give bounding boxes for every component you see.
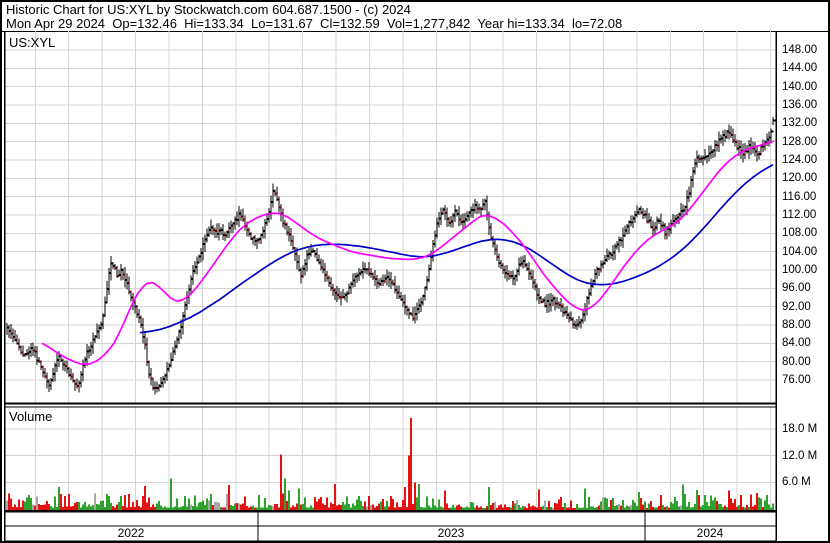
ma-slow-line (139, 163, 774, 334)
gridlines (4, 31, 776, 511)
price-tick-label: 136.00 (782, 98, 818, 111)
year-label-2024: 2024 (696, 526, 724, 540)
candlesticks (6, 117, 776, 395)
price-tick-label: 144.00 (782, 62, 818, 75)
year-label-2022: 2022 (117, 526, 145, 540)
header-quote-line: Mon Apr 29 2024 Op=132.46 Hi=133.34 Lo=1… (6, 16, 623, 31)
volume-tick-label: 12.0 M (782, 449, 818, 462)
price-tick-label: 100.00 (782, 263, 818, 276)
price-tick-label: 76.00 (782, 373, 811, 386)
price-tick-label: 96.00 (782, 282, 811, 295)
price-tick-label: 140.00 (782, 80, 818, 93)
price-tick-label: 92.00 (782, 300, 811, 313)
price-tick-label: 104.00 (782, 245, 818, 258)
volume-tick-label: 6.0 M (782, 476, 811, 489)
price-tick-label: 124.00 (782, 153, 818, 166)
header-title: Historic Chart for US:XYL by Stockwatch.… (6, 2, 411, 17)
price-tick-label: 80.00 (782, 355, 811, 368)
price-tick-label: 84.00 (782, 337, 811, 350)
price-tick-label: 116.00 (782, 190, 817, 203)
volume-bars (6, 418, 774, 510)
price-tick-label: 88.00 (782, 318, 811, 331)
price-tick-label: 120.00 (782, 172, 818, 185)
price-tick-label: 108.00 (782, 227, 818, 240)
header-divider (0, 31, 830, 32)
year-label-2023: 2023 (437, 526, 465, 540)
volume-panel-label: Volume (9, 409, 53, 424)
price-tick-label: 148.00 (782, 44, 818, 56)
symbol-label: US:XYL (9, 35, 56, 50)
price-tick-label: 132.00 (782, 117, 818, 130)
ma-fast-line (41, 140, 775, 366)
panel-borders (3, 31, 777, 542)
price-tick-label: 112.00 (782, 208, 817, 221)
price-tick-label: 128.00 (782, 135, 818, 148)
moving-averages (41, 140, 775, 366)
volume-tick-label: 18.0 M (782, 422, 818, 435)
